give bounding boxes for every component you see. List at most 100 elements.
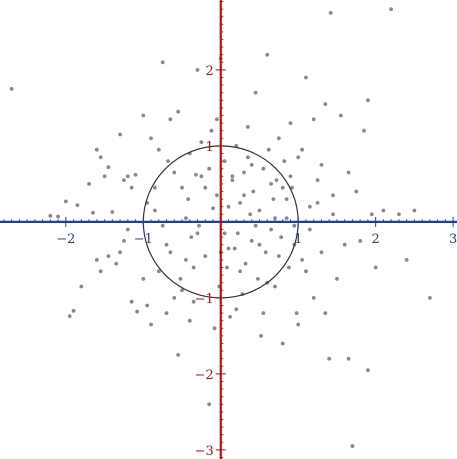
x-tick-label: 3 [449,232,457,247]
data-point [130,186,134,190]
data-point [180,186,184,190]
data-point [233,247,237,251]
data-point [169,250,173,254]
data-point [64,199,68,203]
data-point [238,201,242,205]
data-point [246,125,250,129]
data-point [258,209,262,213]
data-point [207,167,211,171]
data-point [272,197,276,201]
y-tick-label: −3 [195,444,214,459]
data-point [225,266,229,270]
data-point [347,357,351,361]
data-point [165,243,169,247]
data-point [285,216,289,220]
data-point [99,269,103,273]
data-point [269,228,273,232]
data-point [126,174,130,178]
data-point [277,254,281,258]
x-tick-label: 1 [294,232,302,247]
data-point [87,182,91,186]
data-point [370,212,374,216]
tick-labels: −2 −1 1 2 3 −3 −2 −1 1 2 [56,64,457,459]
data-point [389,7,393,11]
data-point [165,311,169,315]
data-point [211,206,215,210]
data-point [308,228,312,232]
data-point [354,190,358,194]
data-point [107,165,111,169]
data-point [153,209,157,213]
data-point [261,311,265,315]
data-point [228,315,232,319]
data-point [351,444,355,448]
data-point [161,60,165,64]
data-point [312,117,316,121]
data-point [366,368,370,372]
y-tick-label: −2 [195,368,214,383]
data-point [382,209,386,213]
data-point [203,254,207,258]
data-point [242,193,246,197]
data-point [161,224,165,228]
data-point [343,243,347,247]
data-point [300,258,304,262]
data-point [56,215,60,219]
data-point [273,285,277,289]
data-point [126,228,130,232]
data-point [246,155,250,159]
data-point [366,98,370,102]
data-point [275,178,279,182]
data-point [199,174,203,178]
data-point [258,243,262,247]
data-point [261,167,265,171]
data-point [362,129,366,133]
data-point [300,148,304,152]
data-point [289,121,293,125]
data-point [238,269,242,273]
data-point [320,250,324,254]
data-point [331,212,335,216]
data-point [95,148,99,152]
data-point [265,53,269,57]
data-point [95,258,99,262]
data-point [189,235,193,239]
data-point [210,129,214,133]
data-point [397,212,401,216]
data-point [118,250,122,254]
data-point [251,190,255,194]
data-point [192,266,196,270]
data-point [118,133,122,137]
data-point [285,197,289,201]
data-point [282,159,286,163]
data-point [335,277,339,281]
data-point [186,197,190,201]
data-point [215,117,219,121]
data-point [79,285,83,289]
data-point [331,193,335,197]
data-point [327,357,331,361]
data-point [196,231,200,235]
data-point [304,76,308,80]
data-point [428,296,432,300]
data-point [320,163,324,167]
data-point [227,205,231,209]
data-point [269,182,273,186]
data-point [91,211,95,215]
data-point [405,258,409,262]
data-point [153,186,157,190]
y-tick-label: 2 [205,64,213,79]
data-point [223,159,227,163]
data-point [316,201,320,205]
data-point [323,102,327,106]
x-tick-label: −1 [134,232,153,247]
data-point [114,262,118,266]
data-point [184,216,188,220]
data-point [149,136,153,140]
data-point [48,214,52,218]
data-point [10,87,14,91]
data-point [329,11,333,15]
data-point [76,203,80,207]
